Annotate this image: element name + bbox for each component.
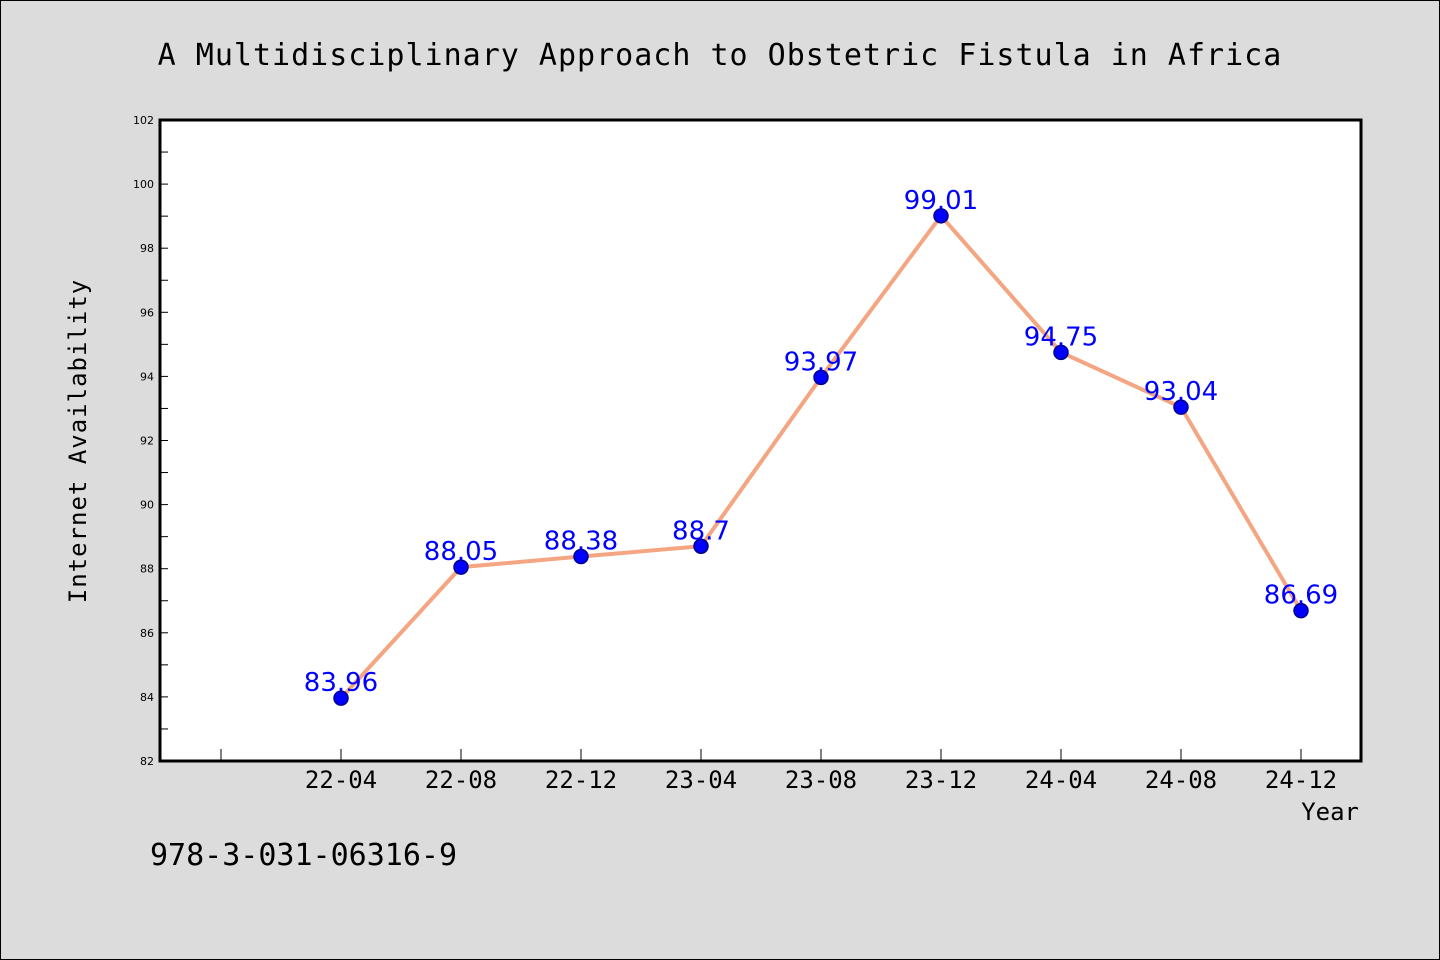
y-tick-label: 86 (140, 627, 154, 640)
data-label: 88.7 (672, 516, 730, 546)
data-label: 88.38 (544, 527, 618, 557)
data-label: 94.75 (1024, 322, 1098, 352)
data-label: 88.05 (424, 537, 498, 567)
x-tick-label: 22-12 (545, 766, 617, 794)
y-tick-label: 96 (140, 306, 154, 319)
x-tick-label: 23-12 (905, 766, 977, 794)
x-tick-label: 22-08 (425, 766, 497, 794)
x-tick-label: 22-04 (305, 766, 377, 794)
plot-area (158, 118, 1363, 763)
y-tick-label: 84 (140, 691, 154, 704)
data-label: 99.01 (904, 186, 978, 216)
y-tick-label: 100 (133, 178, 154, 191)
x-axis-ticks: 22-04 22-08 22-12 23-04 23-08 23-12 24-04 24-08… (220, 749, 1337, 794)
data-point (1173, 399, 1189, 415)
data-point (933, 208, 949, 224)
y-tick-label: 90 (140, 499, 154, 512)
data-point (813, 369, 829, 386)
y-tick-label: 94 (140, 370, 154, 383)
x-tick-label: 24-04 (1025, 766, 1097, 794)
x-tick-label: 23-08 (785, 766, 857, 794)
x-tick-label: 24-12 (1265, 766, 1337, 794)
data-point (1053, 344, 1069, 361)
y-tick-label: 82 (140, 755, 154, 768)
y-tick-label: 102 (133, 114, 154, 127)
data-label: 93.97 (784, 347, 858, 377)
x-tick-label: 23-04 (665, 766, 737, 794)
data-point (573, 548, 589, 565)
series-layer: 83.96 88.05 88.38 88.7 93.97 99.01 94.75 93.04 8… (304, 186, 1338, 706)
data-point (1293, 602, 1309, 619)
data-label: 86.69 (1264, 581, 1338, 611)
y-tick-label: 98 (140, 242, 154, 255)
data-label: 93.04 (1144, 377, 1218, 407)
data-point (333, 690, 349, 706)
data-label: 83.96 (304, 668, 378, 698)
footnote-isbn: 978-3-031-06316-9 (150, 838, 457, 873)
y-axis-label: Internet Availability (64, 279, 92, 603)
x-tick-label: 24-08 (1145, 766, 1217, 794)
y-tick-label: 88 (140, 563, 154, 576)
data-point (453, 559, 469, 575)
chart-title: A Multidisciplinary Approach to Obstetri… (158, 38, 1283, 73)
x-axis-label: Year (1301, 798, 1359, 826)
y-tick-label: 92 (140, 435, 154, 448)
y-axis-ticks: 82 84 86 88 90 92 94 96 98 100 102 (133, 114, 168, 768)
data-point (693, 538, 709, 555)
